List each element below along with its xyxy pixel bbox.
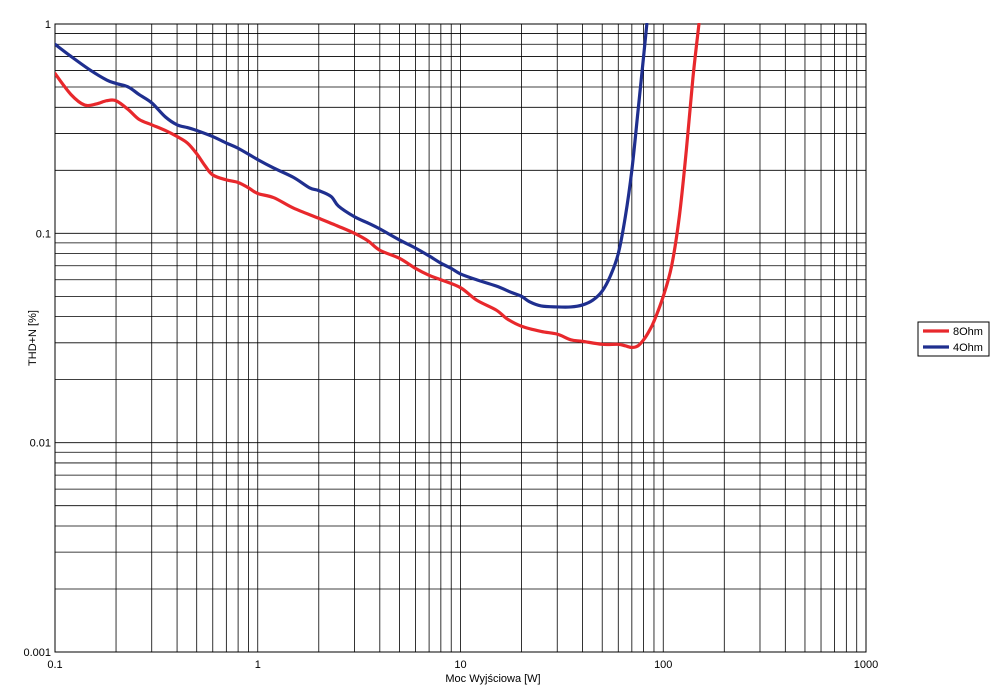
x-tick-label: 1000 (854, 659, 878, 671)
series-lines (55, 23, 701, 350)
y-tick-label: 0.01 (30, 438, 51, 450)
y-tick-label: 0.1 (36, 228, 51, 240)
x-axis-title: Moc Wyjściowa [W] (445, 673, 540, 685)
x-tick-label: 0.1 (47, 659, 62, 671)
x-tick-label: 1 (255, 659, 261, 671)
plot-border (54, 23, 867, 653)
legend: 8Ohm 4Ohm (917, 321, 990, 357)
y-tick-label: 0.001 (23, 647, 51, 659)
series-line-4ohm (55, 23, 649, 309)
grid-lines (54, 24, 866, 653)
y-tick-labels: 0.001 0.01 0.1 1 (23, 19, 51, 659)
legend-box (917, 321, 990, 357)
y-axis-title: THD+N [%] (27, 310, 39, 366)
x-tick-label: 10 (454, 659, 466, 671)
legend-label-4ohm: 4Ohm (953, 342, 983, 354)
legend-label-8ohm: 8Ohm (953, 326, 983, 338)
x-tick-label: 100 (654, 659, 672, 671)
y-tick-label: 1 (45, 19, 51, 31)
plot-frame (54, 23, 867, 653)
series-line-8ohm (55, 23, 701, 350)
x-tick-labels: 0.1 1 10 100 1000 (47, 659, 878, 671)
